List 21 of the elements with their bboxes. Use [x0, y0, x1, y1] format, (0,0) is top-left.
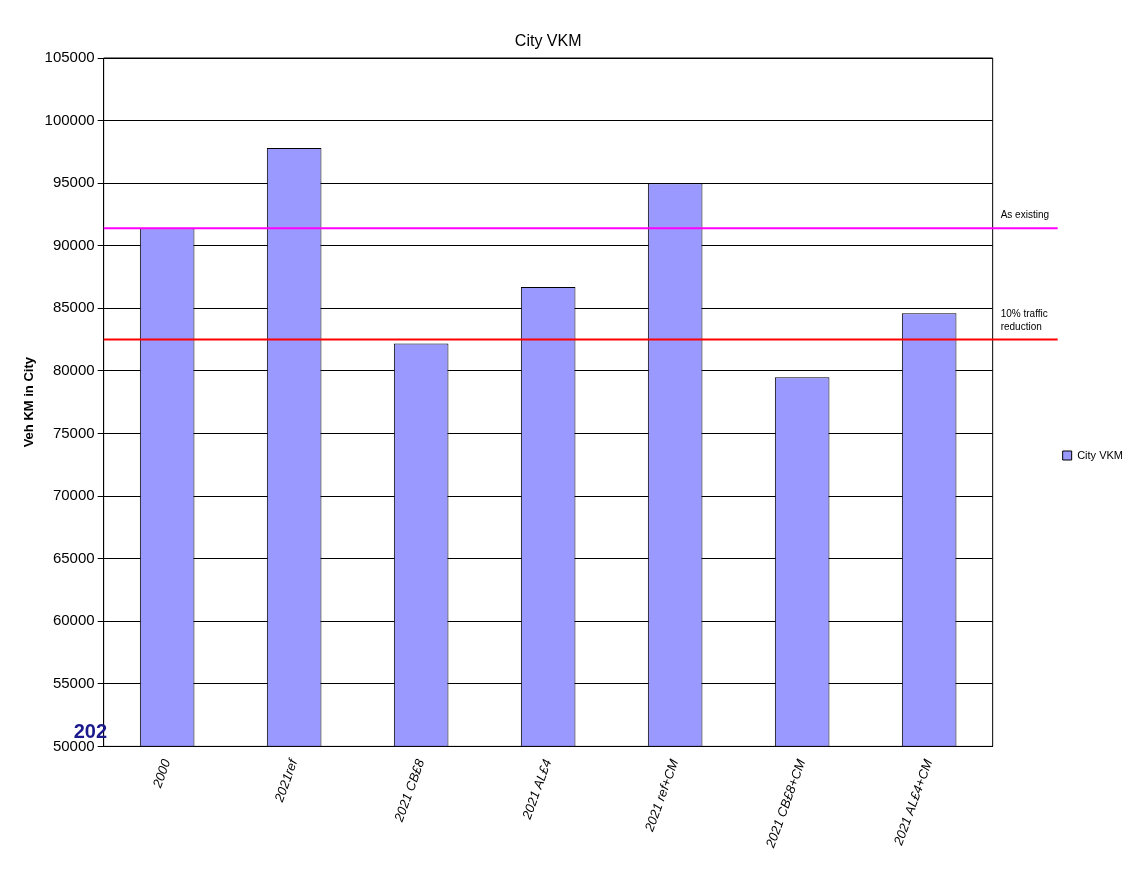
y-tick-label: 75000 [52, 423, 95, 441]
legend-label: City VKM [1077, 448, 1124, 461]
y-tick-label: 105000 [44, 48, 95, 66]
x-tick-label: 2021ref [270, 755, 301, 805]
y-tick-label: 100000 [44, 110, 95, 128]
y-tick-label: 70000 [52, 486, 95, 504]
x-tick-label: 2021 AL£4 [518, 757, 555, 822]
ref-line-label: 10% traffic reduction [1000, 307, 1048, 332]
y-tick-label: 80000 [52, 361, 95, 379]
x-tick-label: 2021 ref+CM [641, 757, 682, 835]
y-tick-label: 95000 [52, 173, 95, 191]
y-tick-label: 55000 [52, 673, 95, 691]
x-tick-label: 2021 CB£8 [390, 756, 428, 825]
y-tick-label: 90000 [52, 235, 95, 253]
y-tick-label: 85000 [52, 298, 95, 316]
ref-line-label: As existing [1000, 209, 1050, 221]
y-axis-title: Veh KM in City [21, 356, 37, 448]
y-tick-label: 65000 [52, 548, 95, 566]
chart-title: City VKM [514, 32, 582, 49]
y-tick-label: 60000 [52, 611, 95, 629]
x-tick-label: 2000 [149, 756, 174, 791]
